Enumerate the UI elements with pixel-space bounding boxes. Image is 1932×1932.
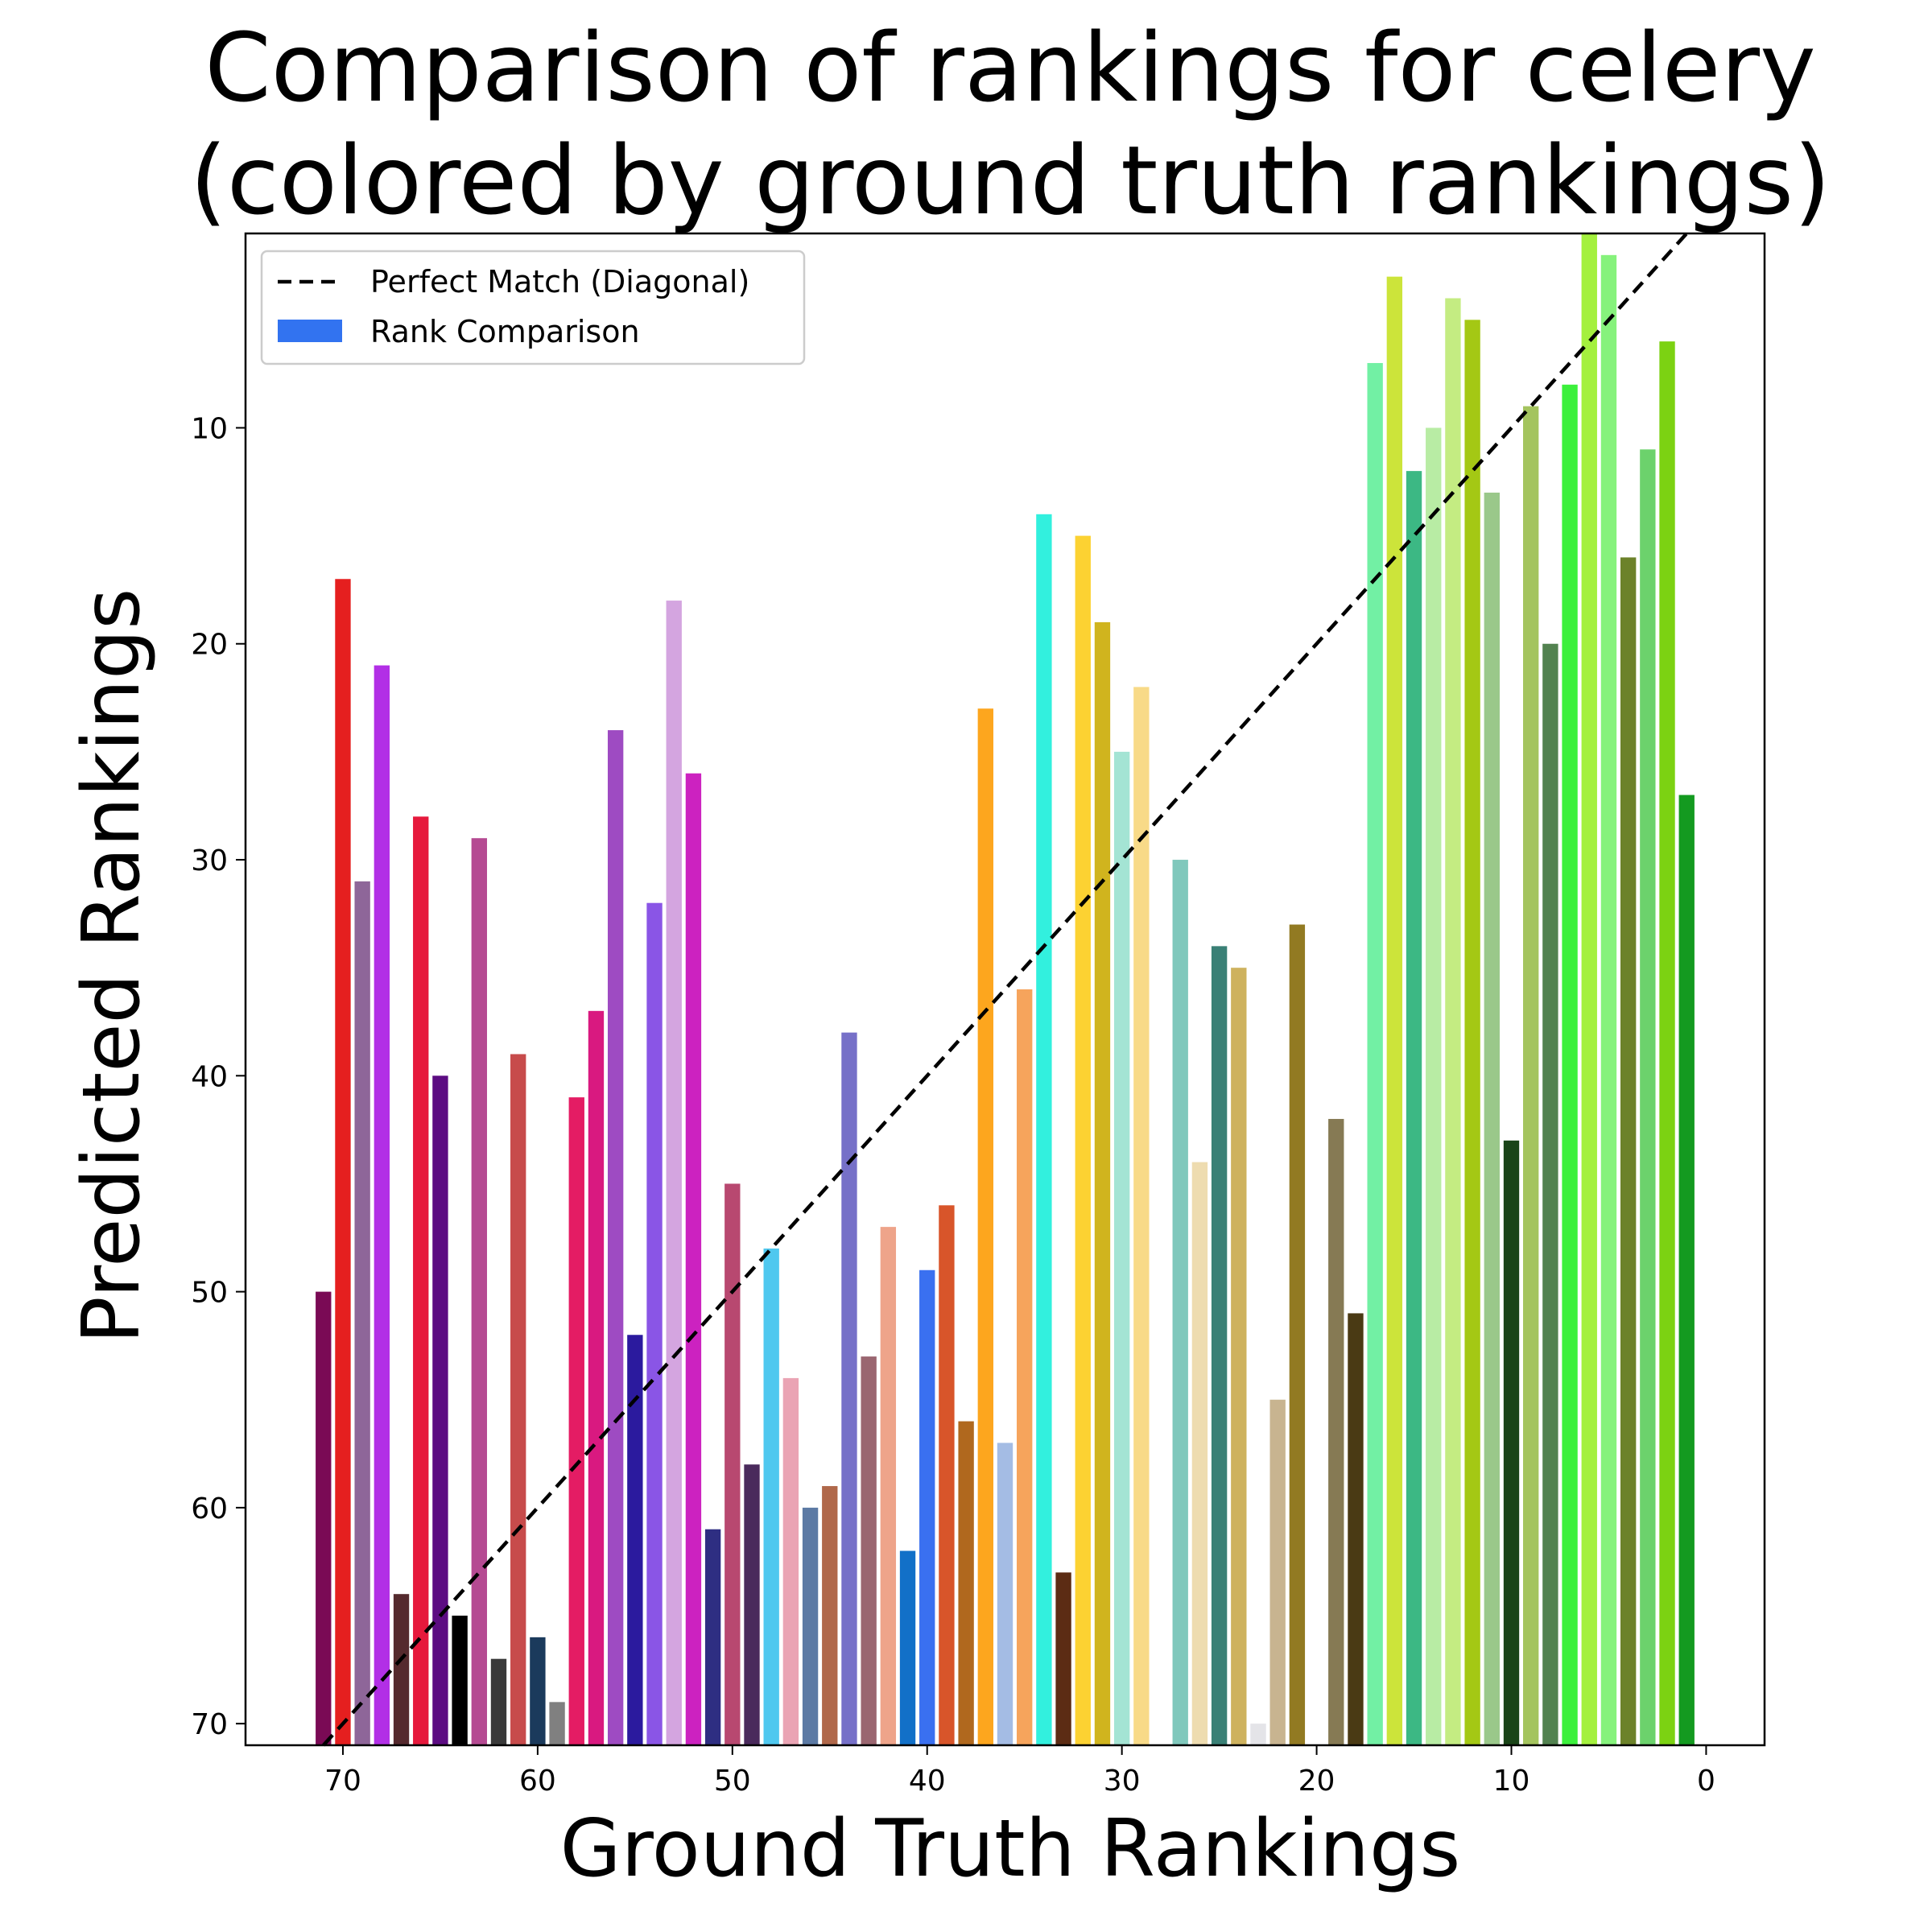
x-tick-label-50: 50 [714, 1765, 751, 1798]
bar-gt-67 [393, 1594, 410, 1745]
x-tick-label-30: 30 [1104, 1765, 1141, 1798]
bar-gt-4 [1620, 557, 1637, 1745]
bar-gt-69 [354, 881, 370, 1745]
legend-rank-comparison-swatch [278, 320, 342, 342]
bar-gt-18 [1348, 1313, 1364, 1745]
bar-gt-39 [939, 1205, 955, 1745]
perfect-match-diagonal [322, 232, 1688, 1747]
x-tick-label-70: 70 [324, 1765, 361, 1798]
x-axis-label: Ground Truth Rankings [560, 1803, 1461, 1895]
bar-gt-66 [413, 816, 429, 1746]
bar-gt-9 [1523, 406, 1539, 1746]
bar-gt-41 [899, 1550, 916, 1745]
bars-group [316, 233, 1695, 1746]
bar-gt-52 [685, 773, 702, 1745]
bar-gt-49 [744, 1464, 760, 1745]
y-tick-label-30: 30 [191, 844, 228, 877]
bar-gt-5 [1600, 254, 1617, 1745]
bar-gt-47 [782, 1377, 799, 1745]
legend-label-perfect-match: Perfect Match (Diagonal) [370, 264, 749, 299]
bar-gt-31 [1094, 621, 1111, 1745]
bar-gt-30 [1113, 751, 1130, 1745]
bar-gt-22 [1269, 1399, 1286, 1745]
bar-gt-63 [471, 838, 487, 1745]
bar-gt-51 [704, 1529, 721, 1745]
bar-gt-16 [1386, 276, 1403, 1746]
bar-gt-25 [1211, 946, 1228, 1745]
bar-gt-65 [432, 1075, 448, 1745]
bar-gt-3 [1640, 449, 1656, 1746]
y-tick-label-60: 60 [191, 1492, 228, 1525]
bar-gt-58 [568, 1097, 584, 1745]
bar-gt-17 [1367, 362, 1383, 1745]
bar-gt-23 [1250, 1724, 1266, 1745]
bar-gt-37 [977, 708, 993, 1746]
bar-gt-44 [841, 1032, 857, 1745]
bar-gt-36 [997, 1443, 1013, 1745]
y-tick-label-20: 20 [191, 629, 228, 662]
plot-area-frame [244, 232, 1766, 1747]
legend-label-rank-comparison: Rank Comparison [370, 314, 640, 349]
bar-gt-15 [1406, 471, 1422, 1745]
bar-gt-27 [1172, 860, 1188, 1745]
bar-gt-48 [763, 1248, 779, 1745]
x-tick-label-20: 20 [1298, 1765, 1335, 1798]
bar-gt-13 [1445, 298, 1461, 1745]
bar-gt-6 [1581, 233, 1597, 1745]
x-tick-label-40: 40 [909, 1765, 946, 1798]
bar-gt-7 [1562, 384, 1578, 1745]
bar-gt-32 [1075, 535, 1091, 1745]
y-axis-label: Predicted Rankings [66, 588, 158, 1344]
bar-gt-8 [1542, 643, 1558, 1745]
bar-gt-46 [802, 1507, 819, 1745]
y-tick-label-50: 50 [191, 1277, 228, 1310]
bar-gt-38 [958, 1421, 974, 1745]
bar-gt-56 [607, 730, 624, 1745]
chart-title-line-1: Comparison of rankings for celery [204, 12, 1816, 123]
bar-gt-50 [724, 1183, 741, 1745]
bar-gt-33 [1055, 1572, 1071, 1745]
bar-gt-53 [666, 601, 682, 1745]
y-tick-label-70: 70 [191, 1708, 228, 1741]
legend-box [260, 250, 806, 365]
bar-gt-42 [880, 1227, 897, 1745]
y-tick-label-40: 40 [191, 1060, 228, 1093]
bar-gt-55 [627, 1335, 643, 1745]
y-tick-label-10: 10 [191, 412, 228, 445]
bar-gt-45 [822, 1486, 838, 1745]
bar-gt-26 [1191, 1162, 1208, 1745]
bar-gt-29 [1133, 687, 1150, 1745]
bar-gt-43 [861, 1356, 877, 1745]
bar-gt-24 [1231, 968, 1247, 1745]
x-tick-label-0: 0 [1697, 1765, 1715, 1798]
bar-gt-34 [1036, 514, 1052, 1745]
y-axis-ticks: 10 20 30 40 50 60 70 [191, 412, 246, 1741]
bar-gt-14 [1426, 427, 1442, 1745]
x-axis-ticks: 70 60 50 40 30 20 10 0 [324, 1745, 1715, 1798]
bar-gt-64 [452, 1616, 468, 1745]
bar-gt-71 [316, 1291, 332, 1745]
x-tick-label-60: 60 [519, 1765, 556, 1798]
bar-gt-10 [1503, 1140, 1520, 1745]
bar-gt-12 [1464, 320, 1480, 1745]
bar-gt-1 [1678, 795, 1695, 1745]
bar-gt-60 [530, 1637, 546, 1745]
x-tick-label-10: 10 [1493, 1765, 1530, 1798]
bar-gt-59 [549, 1702, 565, 1745]
bar-gt-21 [1289, 924, 1306, 1745]
bar-gt-40 [919, 1269, 935, 1745]
bar-gt-61 [510, 1054, 526, 1745]
legend: Perfect Match (Diagonal) Rank Comparison [260, 250, 806, 365]
chart-title-line-2: (colored by ground truth rankings) [190, 125, 1831, 236]
bar-gt-35 [1017, 989, 1033, 1745]
bar-gt-19 [1328, 1118, 1344, 1745]
bar-gt-11 [1484, 492, 1500, 1745]
bar-gt-68 [374, 665, 390, 1745]
bar-gt-57 [588, 1010, 605, 1745]
bar-gt-2 [1659, 341, 1675, 1746]
bar-gt-54 [646, 902, 663, 1745]
bar-gt-70 [335, 579, 351, 1746]
bar-gt-62 [490, 1658, 507, 1745]
